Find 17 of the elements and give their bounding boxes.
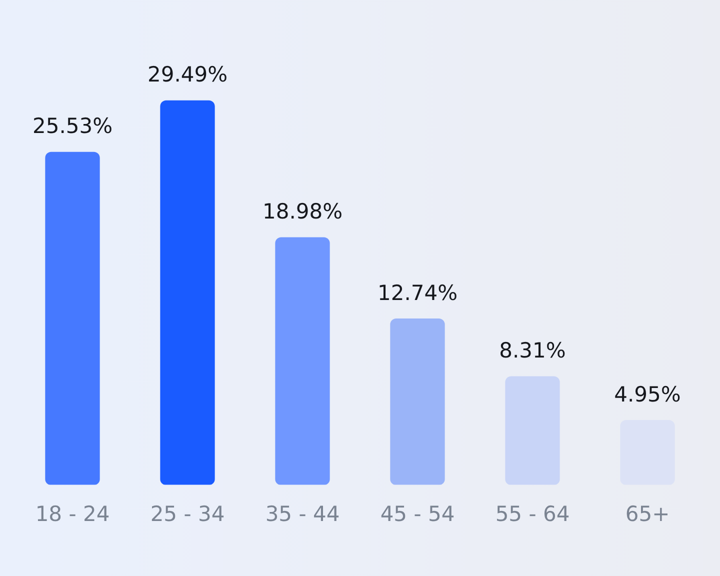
bar xyxy=(160,100,215,485)
x-tick-label: 55 - 64 xyxy=(495,502,570,526)
bar xyxy=(45,152,100,485)
data-label: 4.95% xyxy=(614,382,681,406)
data-label: 8.31% xyxy=(499,338,566,362)
data-label: 18.98% xyxy=(262,200,343,224)
x-tick-label: 25 - 34 xyxy=(150,502,225,526)
bar xyxy=(505,376,560,485)
bar xyxy=(275,237,330,485)
x-tick-label: 45 - 54 xyxy=(380,502,455,526)
x-tick-label: 18 - 24 xyxy=(35,502,110,526)
data-label: 12.74% xyxy=(377,280,458,305)
data-label: 25.53% xyxy=(32,114,113,138)
bar xyxy=(390,318,445,485)
data-label: 29.49% xyxy=(147,62,228,87)
x-tick-label: 65+ xyxy=(625,502,670,526)
x-tick-label: 35 - 44 xyxy=(265,502,340,526)
